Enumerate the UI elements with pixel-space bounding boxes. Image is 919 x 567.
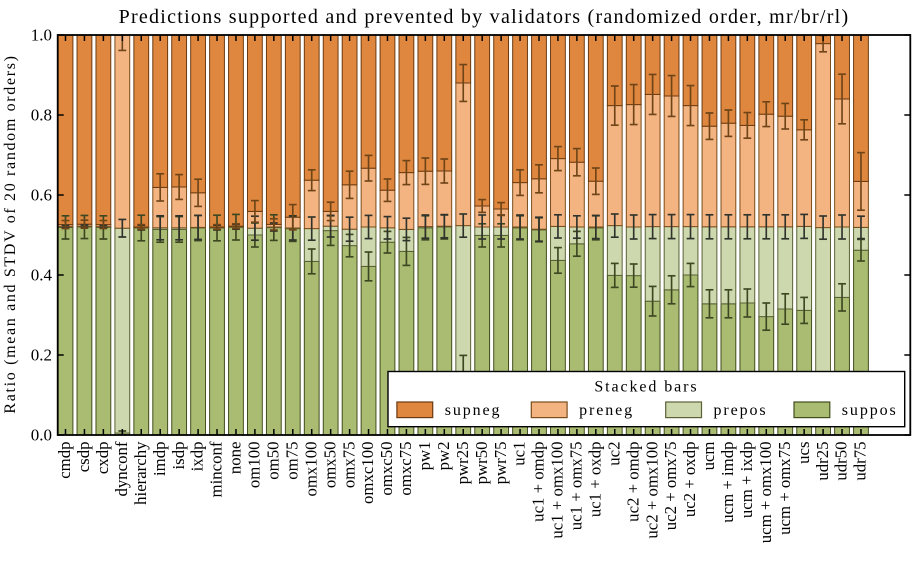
svg-text:0.6: 0.6: [31, 186, 52, 205]
svg-text:uc1 + omx75: uc1 + omx75: [567, 442, 586, 531]
svg-text:om50: om50: [263, 442, 282, 480]
svg-text:uc1 + omx100: uc1 + omx100: [548, 442, 567, 539]
svg-text:pw2: pw2: [434, 442, 453, 471]
svg-text:udr50: udr50: [832, 442, 851, 481]
svg-text:pwr50: pwr50: [472, 441, 491, 484]
svg-text:udr25: udr25: [813, 442, 832, 481]
svg-text:uc1: uc1: [510, 442, 529, 466]
svg-text:ucm + omx100: ucm + omx100: [756, 442, 775, 544]
svg-text:pwr25: pwr25: [453, 442, 472, 485]
svg-text:none: none: [226, 442, 245, 475]
svg-text:ixdp: ixdp: [188, 442, 207, 472]
svg-text:omx50: omx50: [320, 442, 339, 489]
svg-text:supneg: supneg: [445, 402, 502, 419]
svg-text:0.8: 0.8: [31, 106, 52, 125]
svg-text:ucm + omx75: ucm + omx75: [775, 442, 794, 535]
svg-text:omxc100: omxc100: [358, 442, 377, 504]
svg-text:dynconf: dynconf: [112, 441, 131, 496]
svg-text:omxc75: omxc75: [396, 442, 415, 496]
svg-text:cmdp: cmdp: [55, 442, 74, 479]
svg-text:uc2 + oxdp: uc2 + oxdp: [680, 442, 699, 518]
svg-text:suppos: suppos: [842, 402, 898, 419]
svg-text:0.0: 0.0: [31, 426, 52, 445]
svg-text:uc2: uc2: [604, 442, 623, 466]
svg-text:0.2: 0.2: [31, 346, 52, 365]
svg-text:udr75: udr75: [851, 442, 870, 481]
svg-text:ucm: ucm: [699, 442, 718, 471]
svg-text:imdp: imdp: [150, 442, 169, 477]
svg-text:prepos: prepos: [714, 402, 768, 419]
svg-text:Stacked bars: Stacked bars: [594, 379, 698, 396]
svg-text:0.4: 0.4: [31, 266, 53, 285]
svg-text:ucm + ixdp: ucm + ixdp: [737, 442, 756, 519]
svg-text:Predictions supported and prev: Predictions supported and prevented by v…: [119, 6, 850, 28]
svg-text:uc2 + omx100: uc2 + omx100: [642, 442, 661, 539]
svg-text:uc1 + oxdp: uc1 + oxdp: [585, 442, 604, 518]
svg-text:omxc50: omxc50: [377, 442, 396, 496]
svg-text:hierarchy: hierarchy: [131, 441, 150, 505]
svg-text:ucs: ucs: [794, 442, 813, 464]
svg-text:cxdp: cxdp: [93, 442, 112, 475]
svg-text:Ratio (mean and STDV of 20 ran: Ratio (mean and STDV of 20 random orders…: [2, 54, 19, 413]
svg-text:ucm + imdp: ucm + imdp: [718, 442, 737, 523]
svg-text:minconf: minconf: [207, 441, 226, 497]
svg-text:uc2 + omdp: uc2 + omdp: [623, 442, 642, 522]
svg-text:uc2 + omx75: uc2 + omx75: [661, 442, 680, 531]
svg-text:om75: om75: [282, 442, 301, 480]
svg-text:csdp: csdp: [74, 442, 93, 473]
svg-text:uc1 + omdp: uc1 + omdp: [529, 442, 548, 522]
svg-text:pwr75: pwr75: [491, 442, 510, 485]
svg-text:isdp: isdp: [169, 442, 188, 470]
svg-text:pw1: pw1: [415, 442, 434, 471]
svg-text:1.0: 1.0: [31, 26, 52, 45]
svg-text:preneg: preneg: [579, 402, 634, 419]
svg-text:omx75: omx75: [339, 442, 358, 489]
svg-text:om100: om100: [245, 442, 264, 489]
svg-text:omx100: omx100: [301, 442, 320, 497]
